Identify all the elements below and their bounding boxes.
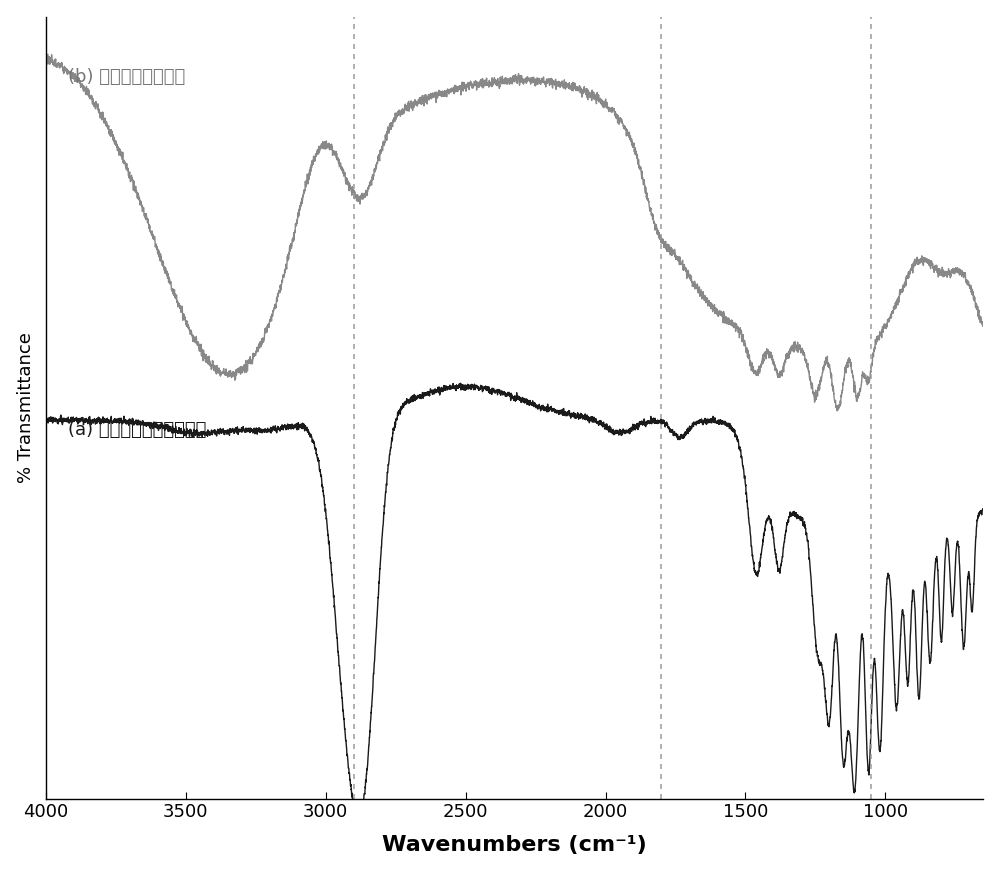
Y-axis label: % Transmittance: % Transmittance xyxy=(17,332,35,483)
Text: (a) 有机三维网络凝胶材料: (a) 有机三维网络凝胶材料 xyxy=(68,421,207,439)
Text: (b) 复合相变蓄冷材料: (b) 复合相变蓄冷材料 xyxy=(68,68,185,85)
X-axis label: Wavenumbers (cm⁻¹): Wavenumbers (cm⁻¹) xyxy=(382,835,647,855)
